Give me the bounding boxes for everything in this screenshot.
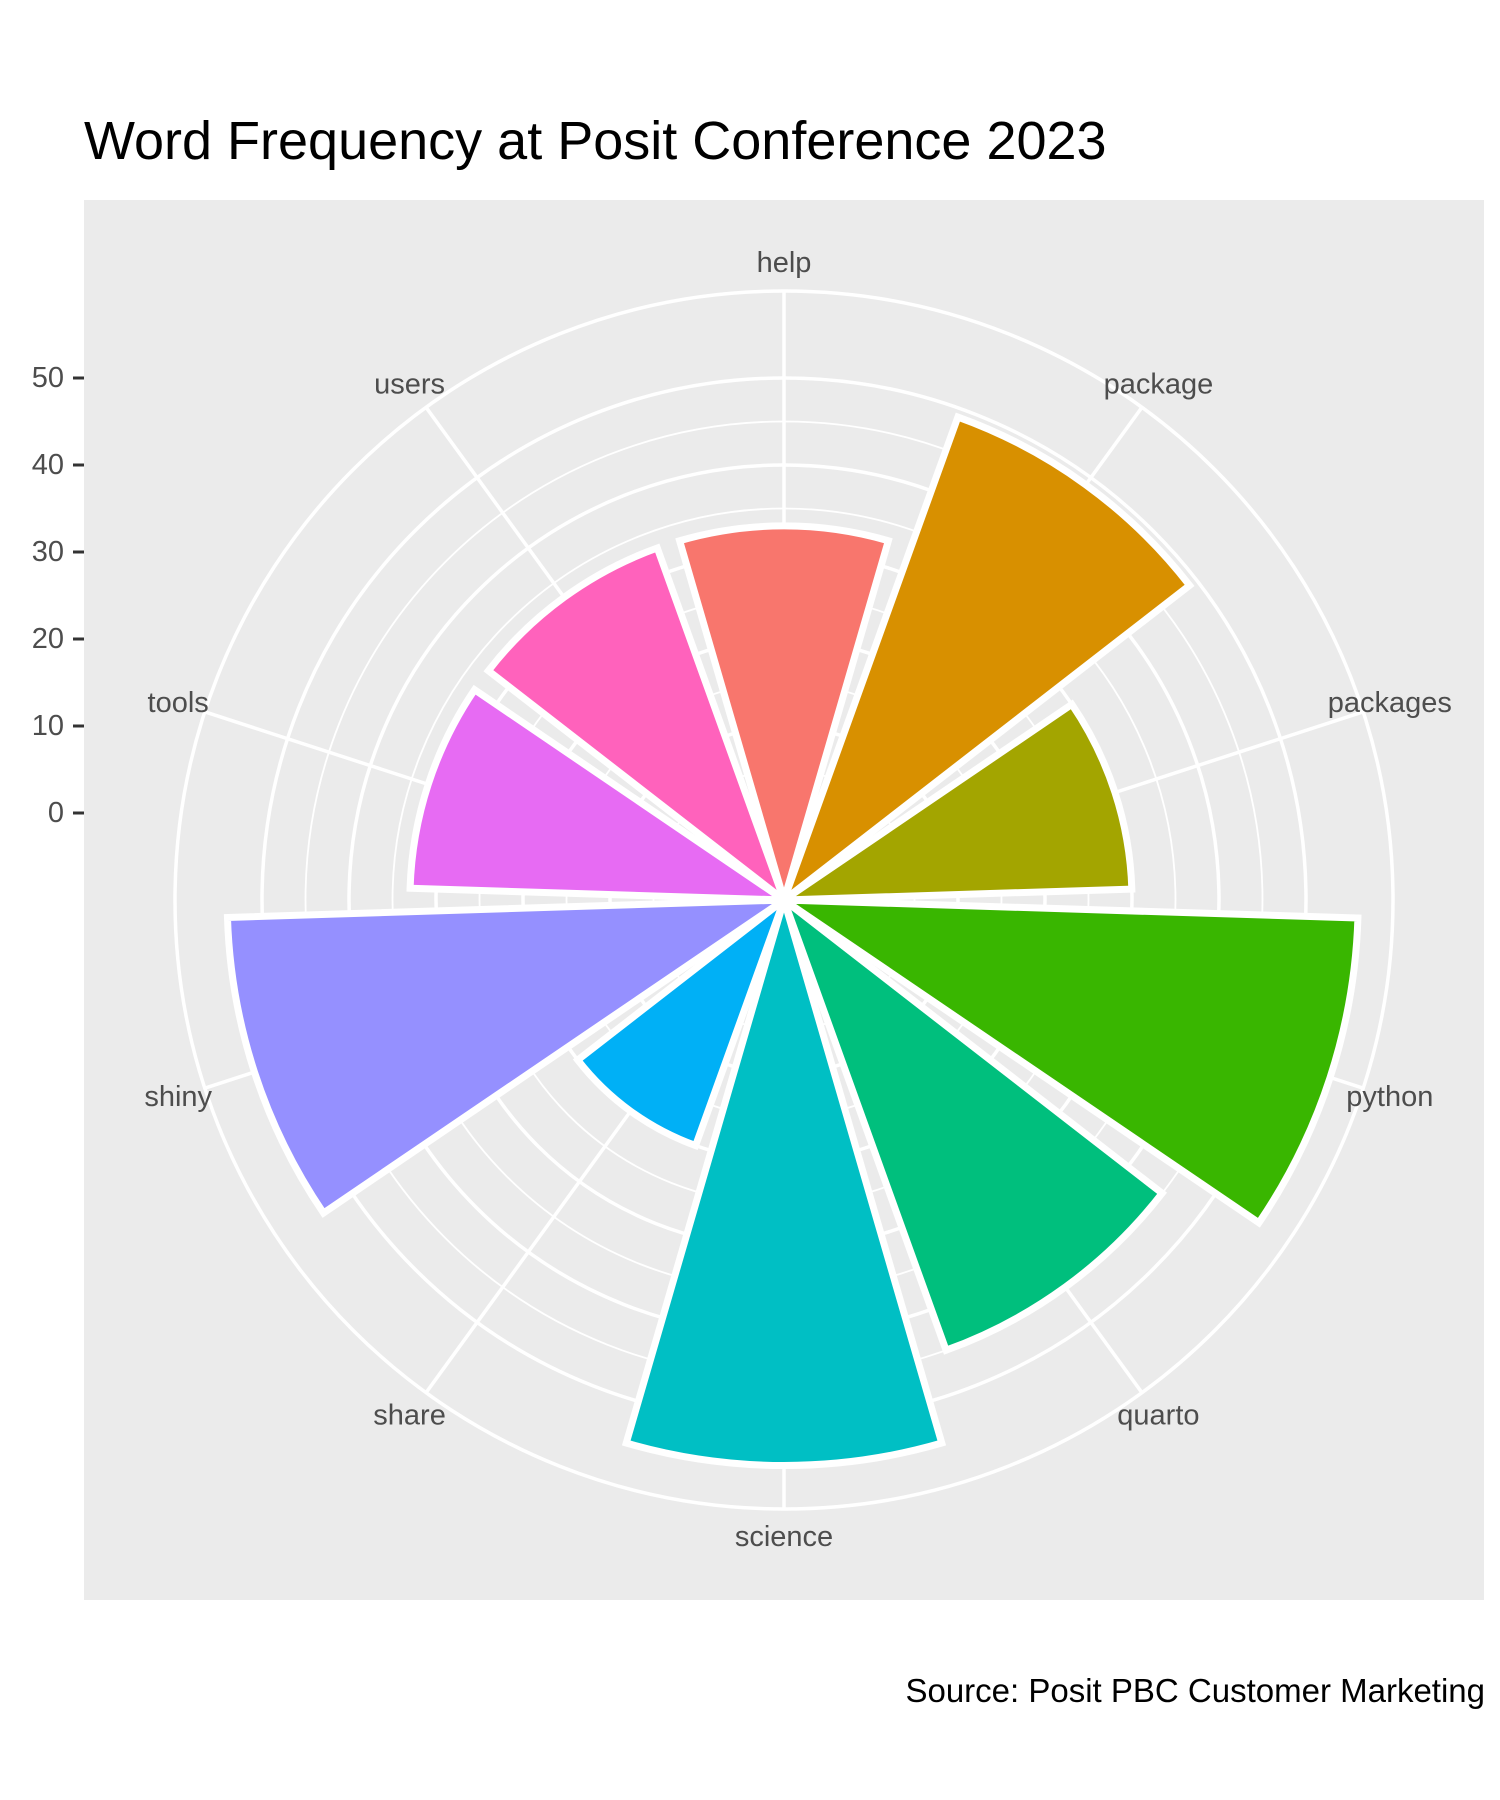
y-tick-label: 30 [32,536,64,568]
bar-science [621,887,947,1469]
y-tick-label: 0 [48,797,64,829]
category-label-package: package [1104,369,1214,401]
category-label-packages: packages [1328,687,1452,719]
bar-share [572,889,792,1151]
y-tick-label: 10 [32,710,64,742]
y-tick-label: 50 [32,362,64,394]
bar-python [772,896,1362,1228]
category-label-science: science [735,1521,833,1553]
y-tick-label: 20 [32,623,64,655]
category-label-quarto: quarto [1117,1399,1199,1431]
category-labels: help package packages python quarto science sh… [144,247,1452,1553]
bar-package [776,412,1195,911]
category-label-python: python [1346,1081,1433,1113]
bar-packages [772,699,1136,904]
bar-users [483,543,792,911]
category-label-tools: tools [148,687,209,719]
chart-title: Word Frequency at Posit Conference 2023 [84,111,1107,171]
category-label-shiny: shiny [144,1081,212,1113]
chart-caption: Source: Posit PBC Customer Marketing [905,1672,1485,1709]
category-label-help: help [757,247,812,279]
bar-shiny [223,896,796,1218]
y-axis: 0 10 20 30 40 50 [32,362,84,829]
bar-tools [406,684,796,904]
category-label-share: share [373,1399,446,1431]
bar-help [675,522,893,913]
bars-group [223,412,1362,1469]
y-tick-label: 40 [32,449,64,481]
bar-quarto [776,889,1168,1355]
category-label-users: users [374,369,445,401]
